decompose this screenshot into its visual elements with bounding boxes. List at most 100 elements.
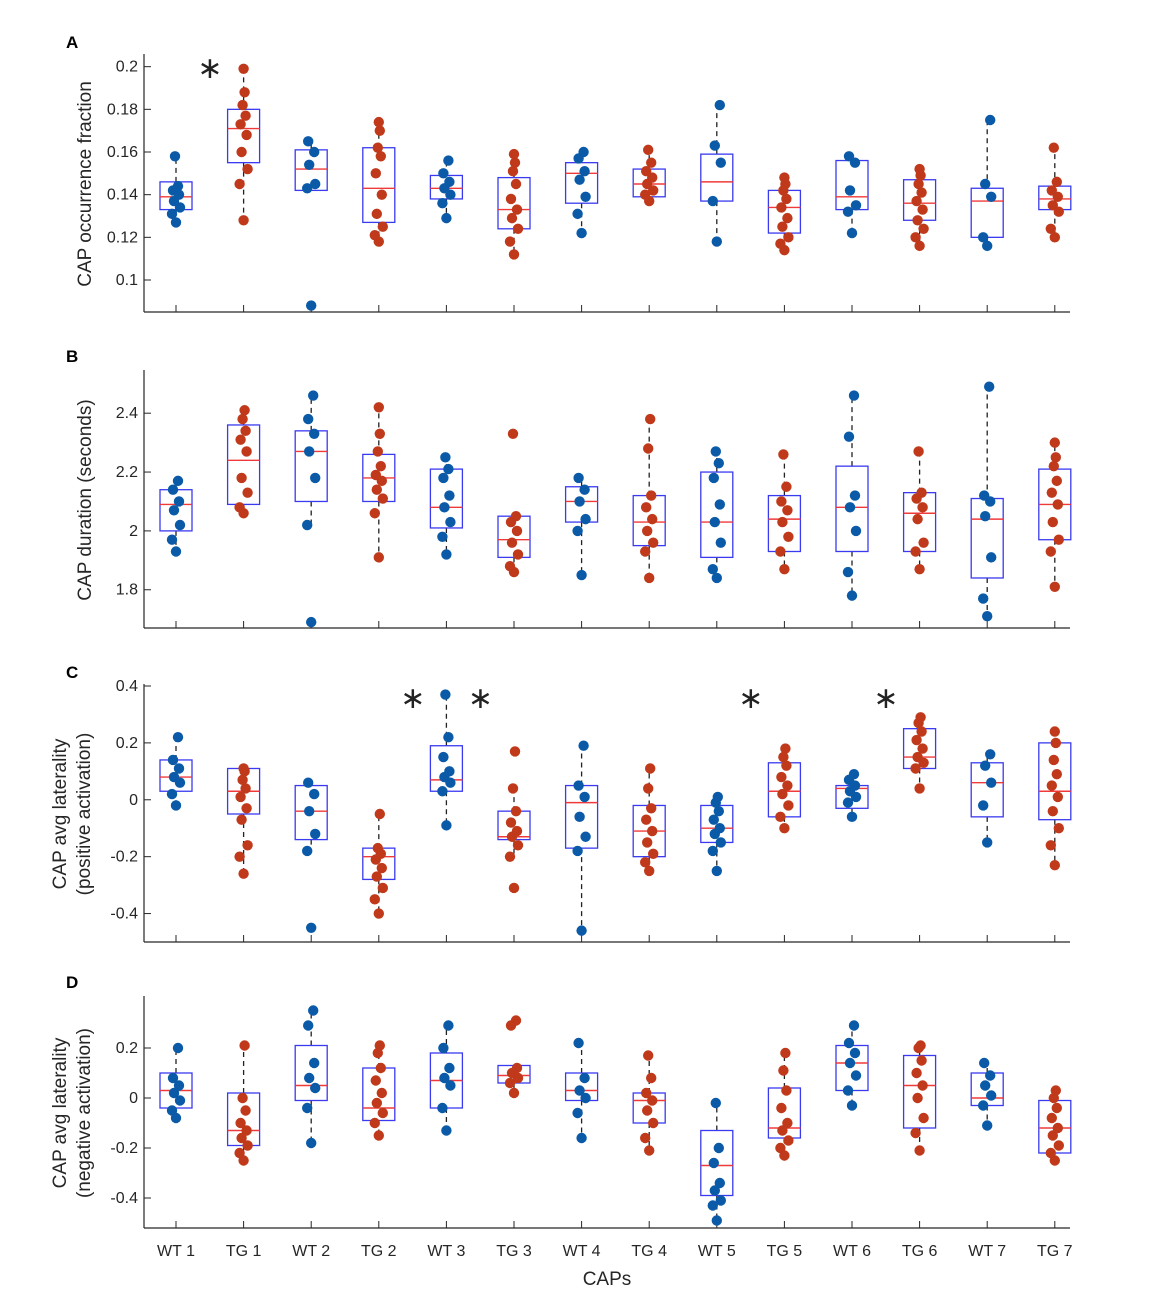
panel-D: D -0.4 -0.2 0 0.2 CAP avg laterality (negative… bbox=[50, 973, 1072, 1229]
box-wt-2 bbox=[294, 777, 328, 933]
data-point bbox=[507, 428, 519, 439]
data-point bbox=[369, 894, 380, 905]
data-point bbox=[1050, 737, 1062, 749]
data-point bbox=[240, 425, 251, 437]
data-point bbox=[439, 502, 450, 513]
data-point bbox=[573, 1037, 584, 1049]
box-tg-7 bbox=[1038, 142, 1072, 243]
data-point bbox=[775, 238, 786, 249]
box-tg-4 bbox=[632, 144, 666, 207]
data-point bbox=[849, 490, 861, 501]
data-point bbox=[715, 837, 726, 848]
data-point bbox=[913, 446, 924, 457]
data-point bbox=[783, 800, 794, 811]
data-point bbox=[234, 851, 245, 862]
data-point bbox=[166, 788, 178, 800]
data-point bbox=[645, 413, 656, 425]
data-point bbox=[167, 754, 179, 766]
data-point bbox=[843, 151, 855, 162]
data-point bbox=[980, 178, 991, 190]
box-wt-2 bbox=[294, 1005, 328, 1149]
data-point bbox=[374, 1040, 385, 1051]
data-point bbox=[842, 206, 854, 217]
data-point bbox=[1049, 581, 1061, 593]
box-tg-5 bbox=[767, 1047, 802, 1161]
x-tick-label: WT 4 bbox=[563, 1243, 601, 1260]
data-point bbox=[912, 513, 923, 525]
data-point bbox=[643, 144, 654, 156]
data-point bbox=[371, 484, 382, 495]
significance-star: ∗ bbox=[738, 682, 763, 715]
data-point bbox=[174, 519, 186, 531]
data-point bbox=[437, 531, 448, 542]
data-point bbox=[371, 1097, 382, 1109]
data-point bbox=[173, 496, 185, 507]
significance-star: ∗ bbox=[468, 682, 493, 715]
data-point bbox=[644, 1145, 655, 1156]
data-point bbox=[986, 777, 997, 788]
data-point bbox=[441, 212, 452, 224]
data-point bbox=[374, 808, 385, 820]
x-tick-label: WT 1 bbox=[157, 1243, 195, 1260]
data-point bbox=[374, 125, 385, 136]
data-point bbox=[168, 1087, 180, 1099]
x-tick-label: WT 6 bbox=[833, 1243, 871, 1260]
y-tick-label: -0.4 bbox=[110, 906, 138, 923]
x-tick-label: TG 6 bbox=[902, 1243, 938, 1260]
data-point bbox=[714, 1177, 725, 1189]
data-point bbox=[978, 1100, 989, 1111]
data-point bbox=[917, 502, 928, 513]
box-wt-7 bbox=[970, 1057, 1004, 1131]
y-tick-label: 0.14 bbox=[107, 187, 138, 204]
data-point bbox=[781, 481, 792, 492]
data-point bbox=[1053, 1140, 1065, 1151]
data-point bbox=[779, 563, 790, 575]
data-point bbox=[915, 712, 926, 723]
data-point bbox=[646, 157, 657, 168]
data-point bbox=[707, 195, 718, 207]
data-point bbox=[578, 740, 589, 751]
data-point bbox=[440, 689, 451, 700]
data-point bbox=[776, 202, 787, 213]
data-point bbox=[777, 516, 788, 528]
data-point bbox=[648, 537, 659, 548]
data-point bbox=[579, 791, 590, 803]
box-tg-6 bbox=[902, 446, 937, 575]
data-point bbox=[647, 1095, 658, 1106]
data-point bbox=[1049, 232, 1061, 243]
data-point bbox=[775, 811, 786, 823]
x-tick-label: WT 3 bbox=[427, 1243, 465, 1260]
data-point bbox=[985, 749, 996, 760]
data-point bbox=[647, 513, 658, 525]
data-point bbox=[572, 208, 583, 220]
data-point bbox=[917, 204, 928, 215]
data-point bbox=[236, 814, 247, 825]
data-point bbox=[710, 1097, 721, 1109]
data-point bbox=[304, 805, 315, 817]
data-point bbox=[438, 751, 449, 763]
data-point bbox=[375, 151, 386, 162]
data-point bbox=[445, 1080, 456, 1091]
y-axis-label: CAP duration (seconds) bbox=[75, 399, 96, 600]
data-point bbox=[309, 428, 320, 439]
data-point bbox=[172, 475, 184, 487]
data-point bbox=[443, 155, 454, 166]
data-point bbox=[642, 525, 653, 537]
data-point bbox=[1051, 475, 1063, 487]
data-point bbox=[647, 825, 658, 837]
x-tick-label: WT 7 bbox=[968, 1243, 1006, 1260]
data-point bbox=[1046, 185, 1058, 196]
data-point bbox=[914, 1145, 925, 1156]
data-point bbox=[372, 446, 383, 457]
box-tg-5 bbox=[767, 449, 802, 575]
box-wt-5 bbox=[700, 446, 734, 584]
data-point bbox=[304, 446, 315, 457]
data-point bbox=[1052, 499, 1064, 510]
box-tg-2 bbox=[362, 116, 396, 247]
data-point bbox=[912, 751, 923, 763]
data-point bbox=[504, 561, 516, 572]
data-point bbox=[641, 814, 652, 825]
data-point bbox=[168, 771, 180, 783]
data-point bbox=[780, 1047, 791, 1059]
data-point bbox=[980, 760, 991, 771]
